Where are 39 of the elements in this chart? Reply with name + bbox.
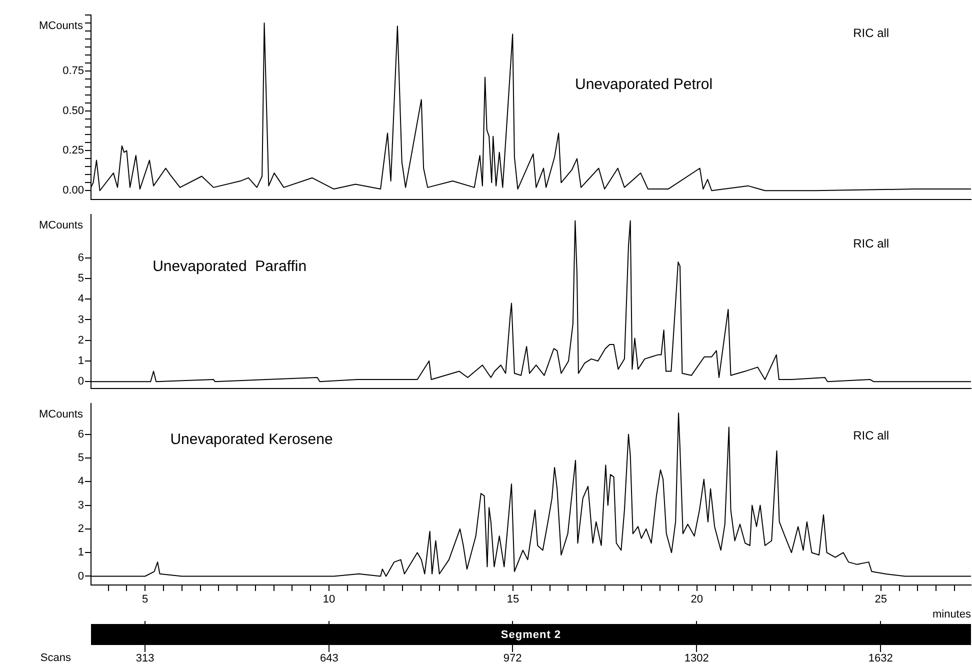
- y-tick-label: 0.00: [62, 184, 84, 197]
- y-axis-title: MCounts: [38, 408, 84, 421]
- text: Unevaporated Kerosene: [170, 431, 333, 448]
- y-tick-label: 6: [78, 428, 84, 440]
- x2-tick-label: 643: [320, 652, 338, 665]
- text: Unevaporated Paraffin: [152, 258, 307, 275]
- text: Unevaporated Petrol: [575, 76, 713, 94]
- x2-tick-label: 1632: [868, 652, 893, 665]
- x-tick-label: 15: [506, 594, 520, 606]
- y-tick-label: 3: [78, 499, 84, 512]
- x-tick-label: 10: [322, 594, 336, 606]
- y-tick-label: 0: [78, 376, 84, 388]
- x2-axis-title: Scans: [40, 652, 72, 664]
- annotation: RIC all: [853, 428, 890, 443]
- y-tick-label: 1: [78, 355, 84, 368]
- annotation: RIC all: [853, 236, 890, 250]
- y-tick-label: 0: [78, 570, 84, 582]
- y-tick-label: 5: [78, 452, 84, 464]
- y-tick-label: 0.25: [62, 144, 84, 157]
- y-tick-label: 4: [78, 476, 84, 488]
- x-tick-label: 25: [874, 594, 887, 606]
- y-tick-label: 0.50: [62, 104, 84, 117]
- y-axis-title: MCounts: [38, 20, 84, 32]
- y-tick-label: 0.75: [62, 64, 84, 77]
- x2-tick-label: 972: [503, 652, 522, 665]
- y-tick-label: 3: [78, 314, 84, 326]
- y-tick-label: 2: [78, 334, 84, 346]
- annotation: RIC all: [853, 26, 890, 40]
- x-tick-label: 20: [690, 594, 704, 606]
- y-tick-label: 2: [78, 522, 84, 535]
- x-tick-label: 5: [142, 594, 148, 606]
- x-axis-title: minutes: [932, 608, 972, 620]
- y-tick-label: 6: [78, 252, 84, 264]
- y-tick-label: 5: [78, 272, 84, 285]
- y-tick-label: 4: [78, 293, 84, 306]
- y-tick-label: 1: [78, 546, 84, 559]
- y-axis-title: MCounts: [38, 220, 84, 232]
- x2-tick-label: 313: [136, 652, 154, 665]
- x2-tick-label: 1302: [684, 652, 709, 665]
